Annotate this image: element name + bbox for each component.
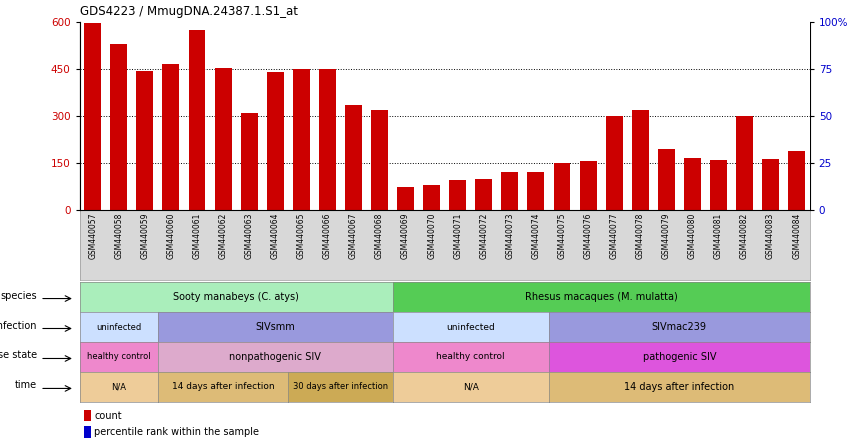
Text: pathogenic SIV: pathogenic SIV bbox=[643, 352, 716, 362]
Point bbox=[451, 126, 465, 133]
Point bbox=[242, 62, 256, 69]
Bar bbox=[83, 426, 91, 438]
Bar bbox=[527, 172, 545, 210]
Bar bbox=[83, 409, 91, 421]
Bar bbox=[553, 163, 571, 210]
Text: uninfected: uninfected bbox=[96, 322, 141, 332]
Point bbox=[372, 62, 386, 69]
Text: N/A: N/A bbox=[462, 382, 479, 392]
Point bbox=[216, 62, 230, 69]
Bar bbox=[736, 116, 753, 210]
Point bbox=[764, 103, 778, 110]
Point bbox=[138, 60, 152, 67]
Bar bbox=[110, 44, 127, 210]
Point bbox=[686, 103, 700, 110]
Bar bbox=[684, 159, 701, 210]
Bar bbox=[762, 159, 779, 210]
Point bbox=[294, 56, 308, 63]
Bar bbox=[215, 67, 231, 210]
Text: nonpathogenic SIV: nonpathogenic SIV bbox=[229, 352, 321, 362]
Point bbox=[555, 109, 569, 116]
Bar bbox=[658, 149, 675, 210]
Text: species: species bbox=[0, 290, 37, 301]
Text: 30 days after infection: 30 days after infection bbox=[293, 382, 388, 392]
Bar bbox=[475, 179, 492, 210]
Point bbox=[607, 69, 621, 76]
Point bbox=[164, 56, 178, 63]
Point bbox=[738, 69, 752, 76]
Point bbox=[477, 122, 491, 129]
Text: SIVsmm: SIVsmm bbox=[255, 322, 295, 332]
Point bbox=[633, 66, 647, 73]
Bar bbox=[163, 63, 179, 210]
Bar bbox=[319, 68, 336, 210]
Text: Rhesus macaques (M. mulatta): Rhesus macaques (M. mulatta) bbox=[525, 292, 677, 302]
Bar bbox=[423, 185, 440, 210]
Point bbox=[398, 156, 412, 163]
Text: SIVmac239: SIVmac239 bbox=[652, 322, 707, 332]
Bar bbox=[293, 69, 310, 210]
Bar bbox=[136, 71, 153, 210]
Bar bbox=[710, 160, 727, 210]
Text: infection: infection bbox=[0, 321, 37, 330]
Bar bbox=[501, 172, 519, 210]
Text: healthy control: healthy control bbox=[436, 353, 505, 361]
Point bbox=[346, 60, 360, 67]
Bar bbox=[605, 116, 623, 210]
Text: Sooty manabeys (C. atys): Sooty manabeys (C. atys) bbox=[173, 292, 299, 302]
Text: uninfected: uninfected bbox=[446, 322, 495, 332]
Bar bbox=[84, 23, 101, 210]
Bar bbox=[241, 113, 257, 210]
Bar bbox=[632, 110, 649, 210]
Bar bbox=[579, 162, 597, 210]
Bar bbox=[189, 30, 205, 210]
Text: count: count bbox=[94, 411, 122, 420]
Point bbox=[581, 111, 595, 118]
Bar bbox=[788, 151, 805, 210]
Text: 14 days after infection: 14 days after infection bbox=[624, 382, 734, 392]
Bar bbox=[449, 180, 466, 210]
Point bbox=[424, 127, 438, 135]
Text: time: time bbox=[15, 381, 37, 390]
Text: healthy control: healthy control bbox=[87, 353, 151, 361]
Point bbox=[712, 66, 726, 73]
Text: N/A: N/A bbox=[112, 382, 126, 392]
Point bbox=[320, 56, 334, 63]
Text: 14 days after infection: 14 days after infection bbox=[171, 382, 275, 392]
Point bbox=[529, 116, 543, 123]
Point bbox=[86, 24, 100, 32]
Text: GDS4223 / MmugDNA.24387.1.S1_at: GDS4223 / MmugDNA.24387.1.S1_at bbox=[80, 5, 298, 18]
Point bbox=[503, 118, 517, 125]
Bar bbox=[371, 110, 388, 210]
Point bbox=[190, 56, 204, 63]
Point bbox=[790, 103, 804, 110]
Point bbox=[268, 56, 282, 63]
Point bbox=[112, 36, 126, 43]
Text: disease state: disease state bbox=[0, 350, 37, 361]
Bar bbox=[397, 186, 414, 210]
Bar bbox=[345, 105, 362, 210]
Bar bbox=[267, 72, 284, 210]
Point bbox=[659, 103, 673, 110]
Text: percentile rank within the sample: percentile rank within the sample bbox=[94, 427, 260, 437]
